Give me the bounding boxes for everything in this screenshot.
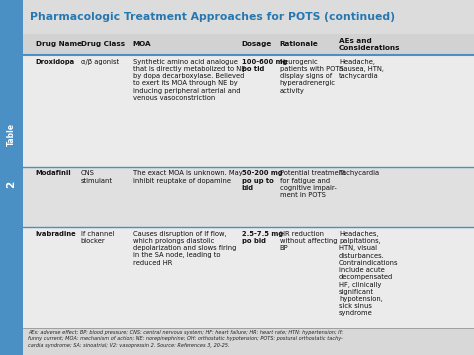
- Text: Headaches,
palpitations,
HTN, visual
disturbances.
Contraindications
include acu: Headaches, palpitations, HTN, visual dis…: [339, 231, 399, 317]
- Text: The exact MOA is unknown. May
inhibit reuptake of dopamine: The exact MOA is unknown. May inhibit re…: [133, 170, 243, 184]
- FancyBboxPatch shape: [0, 0, 23, 355]
- Text: 2.5-7.5 mg
po bid: 2.5-7.5 mg po bid: [242, 231, 283, 244]
- FancyBboxPatch shape: [23, 0, 474, 34]
- FancyBboxPatch shape: [23, 34, 474, 55]
- Text: Pharmacologic Treatment Approaches for POTS (continued): Pharmacologic Treatment Approaches for P…: [30, 12, 395, 22]
- Text: 2: 2: [6, 181, 17, 188]
- Text: AEs: adverse effect; BP: blood pressure; CNS: central nervous system; HF: heart : AEs: adverse effect; BP: blood pressure;…: [28, 330, 344, 348]
- Text: Drug Class: Drug Class: [81, 42, 125, 47]
- Text: If channel
blocker: If channel blocker: [81, 231, 114, 244]
- Text: Drug Name: Drug Name: [36, 42, 82, 47]
- FancyBboxPatch shape: [23, 227, 474, 328]
- Text: Synthetic amino acid analogue
that is directly metabolized to NE
by dopa decarbo: Synthetic amino acid analogue that is di…: [133, 59, 245, 101]
- Text: Tachycardia: Tachycardia: [339, 170, 379, 176]
- Text: Ivabradine: Ivabradine: [36, 231, 76, 237]
- Text: Headache,
nausea, HTN,
tachycardia: Headache, nausea, HTN, tachycardia: [339, 59, 384, 79]
- FancyBboxPatch shape: [23, 167, 474, 227]
- Text: α/β agonist: α/β agonist: [81, 59, 118, 65]
- Text: MOA: MOA: [133, 42, 151, 47]
- Text: 50-200 mg
po up to
bid: 50-200 mg po up to bid: [242, 170, 283, 191]
- Text: Dosage: Dosage: [242, 42, 272, 47]
- Text: Neurogenic
patients with POTS
display signs of
hyperadrenergic
activity: Neurogenic patients with POTS display si…: [280, 59, 343, 94]
- Text: Modafinil: Modafinil: [36, 170, 71, 176]
- Text: Potential treatment
for fatigue and
cognitive impair-
ment in POTS: Potential treatment for fatigue and cogn…: [280, 170, 345, 198]
- Text: 100-600 mg
po tid: 100-600 mg po tid: [242, 59, 287, 72]
- FancyBboxPatch shape: [23, 55, 474, 167]
- FancyBboxPatch shape: [23, 328, 474, 355]
- Text: AEs and
Considerations: AEs and Considerations: [339, 38, 401, 51]
- Text: CNS
stimulant: CNS stimulant: [81, 170, 113, 184]
- Text: HR reduction
without affecting
BP: HR reduction without affecting BP: [280, 231, 337, 251]
- Text: Causes disruption of If flow,
which prolongs diastolic
depolarization and slows : Causes disruption of If flow, which prol…: [133, 231, 236, 266]
- Text: Droxidopa: Droxidopa: [36, 59, 75, 65]
- Text: Table: Table: [7, 124, 16, 146]
- Text: Rationale: Rationale: [280, 42, 319, 47]
